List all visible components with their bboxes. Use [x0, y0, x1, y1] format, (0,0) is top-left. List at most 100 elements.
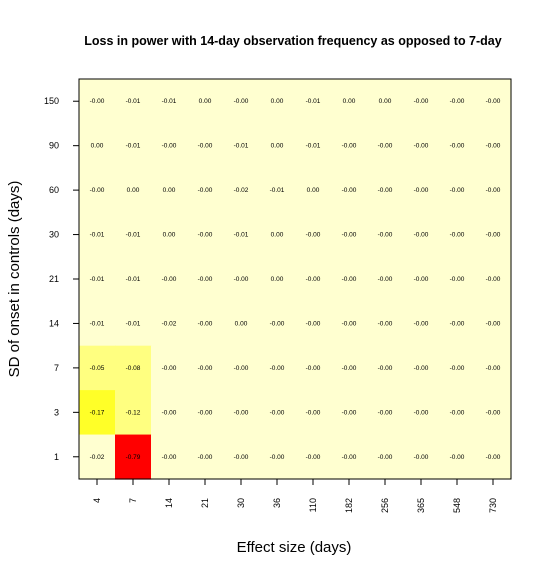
cell-value-label: -0.01	[90, 276, 105, 283]
x-tick-label: 21	[200, 498, 210, 508]
cell-value-label: -0.00	[414, 187, 429, 194]
y-axis-title: SD of onset in controls (days)	[6, 181, 23, 378]
cell-value-label: -0.00	[486, 320, 501, 327]
heatmap-cell	[367, 167, 404, 213]
cell-value-label: -0.00	[270, 409, 285, 416]
heatmap-cell	[223, 79, 260, 125]
cell-value-label: -0.01	[234, 143, 249, 150]
y-tick-label: 21	[49, 274, 59, 284]
heatmap-cell	[475, 301, 512, 347]
heatmap-cell	[187, 167, 224, 213]
heatmap-cell	[187, 123, 224, 169]
heatmap-cell	[367, 212, 404, 258]
heatmap-cell	[475, 79, 512, 125]
heatmap-cell	[151, 79, 188, 125]
cell-value-label: -0.00	[306, 409, 321, 416]
heatmap-cell	[79, 123, 116, 169]
cell-value-label: 0.00	[379, 98, 392, 105]
x-tick-label: 365	[416, 498, 426, 513]
x-tick-label: 7	[128, 498, 138, 503]
cell-value-label: -0.00	[486, 454, 501, 461]
cell-value-label: -0.00	[486, 365, 501, 372]
cell-value-label: -0.00	[486, 98, 501, 105]
heatmap-cell	[331, 167, 368, 213]
heatmap-cell	[115, 345, 152, 391]
cell-value-label: -0.01	[126, 276, 141, 283]
heatmap-cell	[259, 167, 296, 213]
heatmap-cell	[439, 301, 476, 347]
heatmap-cell	[331, 79, 368, 125]
heatmap-cell	[259, 434, 296, 480]
cell-value-label: -0.00	[342, 232, 357, 239]
heatmap-cell	[367, 301, 404, 347]
x-axis-title: Effect size (days)	[237, 539, 352, 556]
cell-value-label: -0.00	[234, 98, 249, 105]
cell-value-label: -0.00	[450, 276, 465, 283]
cell-value-label: -0.00	[306, 276, 321, 283]
heatmap-cell	[295, 123, 332, 169]
cell-value-label: -0.00	[414, 276, 429, 283]
y-tick-label: 1	[54, 452, 59, 462]
cell-value-label: -0.00	[450, 454, 465, 461]
cell-value-label: -0.00	[450, 320, 465, 327]
heatmap-cell	[331, 301, 368, 347]
cell-value-label: -0.08	[126, 365, 141, 372]
heatmap-cell	[187, 301, 224, 347]
heatmap-cell	[259, 79, 296, 125]
cell-value-label: 0.00	[163, 232, 176, 239]
heatmap-cell	[475, 256, 512, 302]
cell-value-label: -0.00	[486, 409, 501, 416]
heatmap-cell	[295, 390, 332, 436]
chart-title: Loss in power with 14-day observation fr…	[84, 34, 501, 48]
x-tick-label: 182	[344, 498, 354, 513]
heatmap-cell	[259, 345, 296, 391]
cell-value-label: -0.01	[126, 98, 141, 105]
heatmap-cell	[475, 167, 512, 213]
cell-value-label: 0.00	[127, 187, 140, 194]
heatmap-cell	[295, 79, 332, 125]
cell-value-label: -0.01	[126, 320, 141, 327]
heatmap-cell	[151, 434, 188, 480]
heatmap-cell	[367, 256, 404, 302]
heatmap-cell	[439, 345, 476, 391]
x-tick-label: 36	[272, 498, 282, 508]
heatmap-cell	[295, 167, 332, 213]
cell-value-label: -0.00	[270, 454, 285, 461]
cell-value-label: -0.00	[414, 143, 429, 150]
heatmap-cell	[367, 123, 404, 169]
cell-value-label: 0.00	[199, 98, 212, 105]
cell-value-label: -0.01	[90, 320, 105, 327]
heatmap-cell	[115, 167, 152, 213]
heatmap-cell	[79, 390, 116, 436]
heatmap-cell	[475, 434, 512, 480]
cell-value-label: -0.00	[234, 454, 249, 461]
cell-value-label: -0.00	[378, 187, 393, 194]
heatmap-cell	[295, 256, 332, 302]
cell-value-label: -0.00	[162, 454, 177, 461]
cell-value-label: -0.00	[378, 454, 393, 461]
x-tick-label: 4	[92, 498, 102, 503]
cell-value-label: -0.00	[450, 143, 465, 150]
heatmap-cell	[403, 123, 440, 169]
heatmap-cell	[79, 79, 116, 125]
heatmap-cell	[295, 434, 332, 480]
cell-value-label: -0.00	[486, 276, 501, 283]
cell-value-label: -0.00	[450, 232, 465, 239]
heatmap-cell	[151, 167, 188, 213]
heatmap-cell	[403, 256, 440, 302]
heatmap-cell	[187, 434, 224, 480]
heatmap-cell	[223, 212, 260, 258]
cell-value-label: -0.00	[162, 143, 177, 150]
cell-value-label: -0.00	[486, 187, 501, 194]
heatmap-cell	[187, 390, 224, 436]
y-tick-label: 60	[49, 185, 59, 195]
heatmap-cell	[259, 301, 296, 347]
cell-value-label: -0.01	[90, 232, 105, 239]
heatmap-cell	[115, 212, 152, 258]
cell-value-label: -0.00	[198, 276, 213, 283]
heatmap-cell	[259, 123, 296, 169]
heatmap-cell	[223, 390, 260, 436]
heatmap-cell	[79, 212, 116, 258]
cell-value-label: -0.00	[342, 454, 357, 461]
